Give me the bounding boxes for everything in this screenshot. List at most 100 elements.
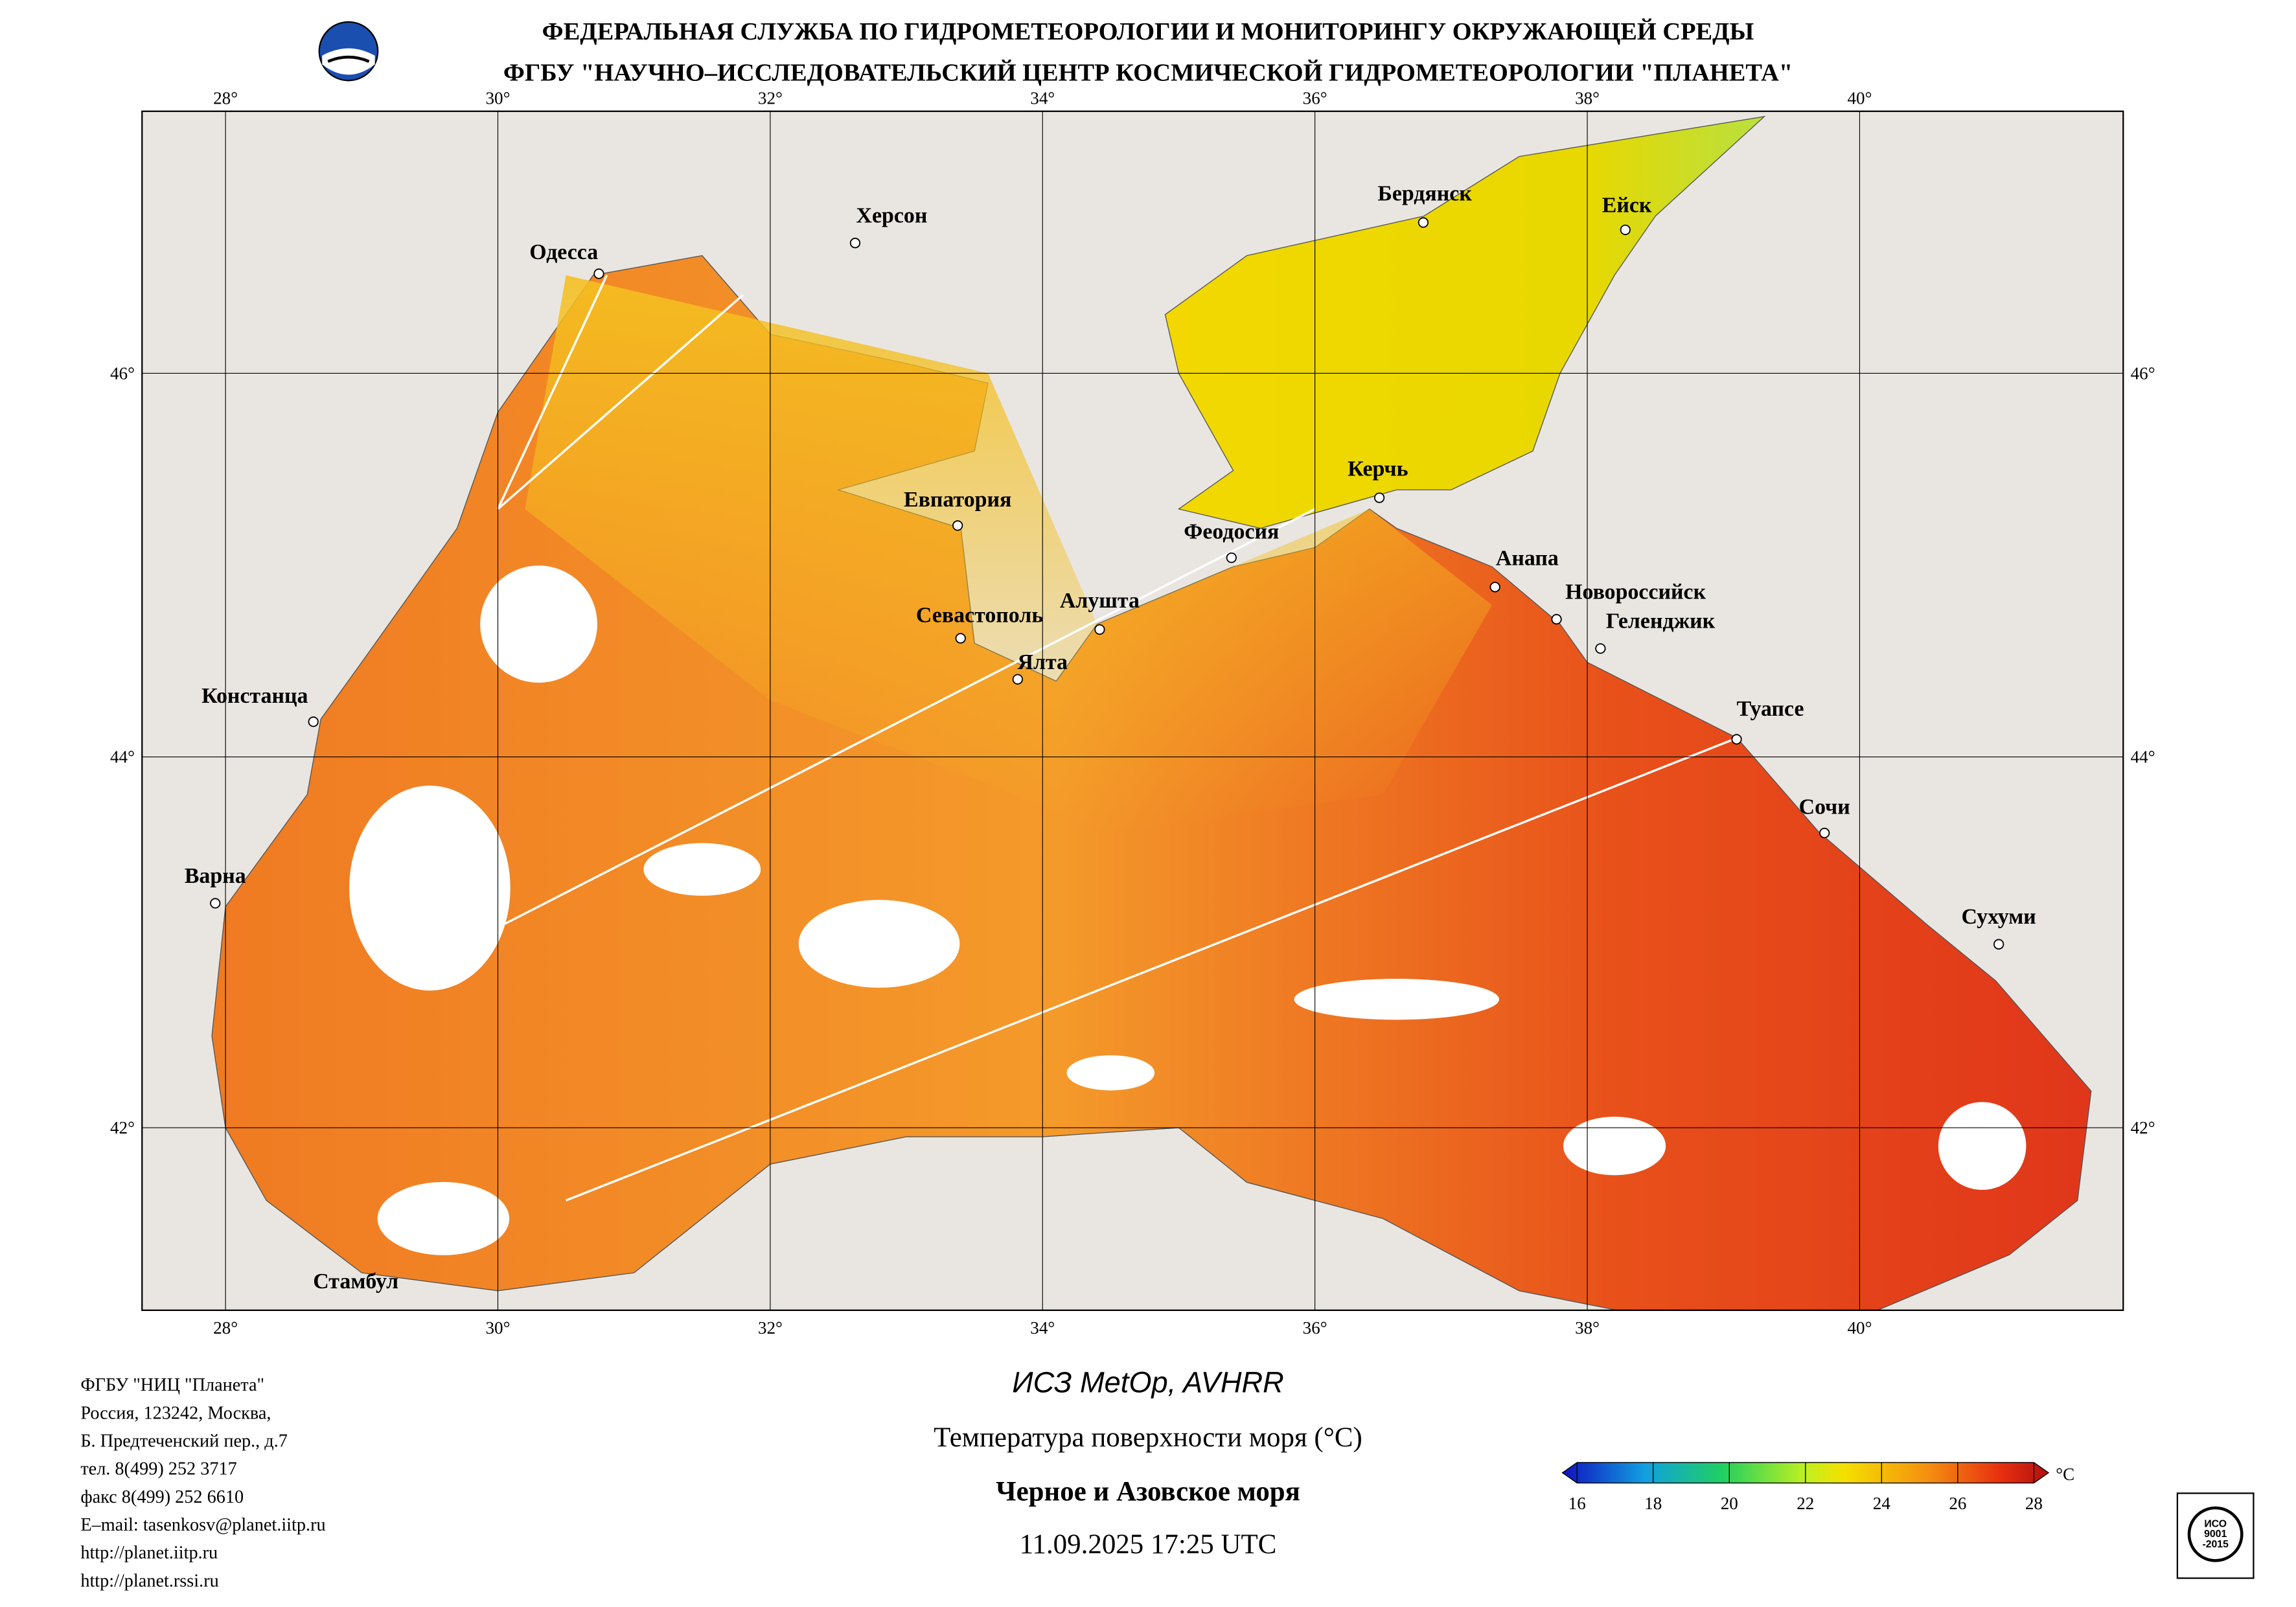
contact-line: Россия, 123242, Москва, — [80, 1403, 271, 1423]
swath-seam — [496, 275, 608, 510]
cloud — [798, 900, 960, 988]
contact-line: http://planet.iitp.ru — [80, 1543, 218, 1563]
city-label: Геленджик — [1606, 610, 1716, 633]
contact-line: http://planet.rssi.ru — [80, 1571, 218, 1591]
lat-label: 42° — [110, 1118, 135, 1137]
city-dot — [1226, 552, 1237, 564]
city-dot — [1418, 217, 1429, 228]
colorbar-unit: °C — [2056, 1465, 2074, 1484]
city-dot — [955, 633, 966, 644]
badge-text: -2015 — [2202, 1539, 2229, 1550]
region: Черное и Азовское моря — [996, 1477, 1300, 1507]
city-dot — [1373, 492, 1385, 503]
lon-label: 34° — [1030, 1318, 1055, 1338]
city-label: Констанца — [201, 684, 308, 708]
header-line: ФЕДЕРАЛЬНАЯ СЛУЖБА ПО ГИДРОМЕТЕОРОЛОГИИ … — [542, 18, 1754, 45]
lon-label: 36° — [1303, 88, 1327, 108]
city-dot — [308, 716, 319, 727]
lat-label: 44° — [2131, 747, 2155, 767]
city-dot — [1731, 734, 1742, 745]
city-label: Варна — [185, 864, 246, 888]
contact-line: E–mail: tasenkosv@planet.iitp.ru — [80, 1515, 325, 1535]
lat-label: 46° — [110, 363, 135, 383]
city-dot — [1489, 582, 1500, 593]
city-label: Туапсе — [1737, 697, 1804, 721]
swath-seam — [497, 294, 744, 510]
colorbar-label: 20 — [1721, 1494, 1738, 1513]
city-label: Феодосия — [1184, 520, 1279, 544]
city-label: Херсон — [856, 204, 928, 228]
badge-text: 9001 — [2204, 1529, 2227, 1540]
lon-label: 30° — [486, 1318, 511, 1338]
contact-line: тел. 8(499) 252 3717 — [80, 1459, 236, 1479]
city-label: Бердянск — [1377, 182, 1472, 206]
city-label: Анапа — [1496, 546, 1559, 570]
cloud — [377, 1181, 510, 1255]
datetime: 11.09.2025 17:25 UTC — [1020, 1529, 1277, 1560]
certificate-badge — [2176, 1492, 2255, 1579]
footer: ИСЗ MetOp, AVHRR Температура поверхности… — [80, 1365, 2255, 1591]
colorbar-label: 16 — [1568, 1494, 1586, 1513]
contact-line: факс 8(499) 252 6610 — [80, 1487, 244, 1507]
logo — [318, 21, 379, 82]
lon-label: 40° — [1847, 1318, 1872, 1338]
cloud — [1294, 979, 1499, 1020]
city-dot — [1551, 613, 1562, 625]
city-label: Алушта — [1060, 589, 1140, 613]
map-frame — [141, 110, 2124, 1311]
contact-line: ФГБУ "НИЦ "Планета" — [80, 1375, 264, 1395]
colorbar-label: 28 — [2025, 1494, 2043, 1513]
map — [142, 111, 2124, 1310]
cloud — [349, 785, 511, 991]
city-label: Севастополь — [916, 604, 1043, 628]
lat-label: 44° — [110, 747, 135, 767]
city-label: Керчь — [1348, 457, 1408, 481]
cloud — [480, 565, 597, 683]
lon-label: 40° — [1847, 88, 1872, 108]
city-label: Евпатория — [904, 488, 1011, 512]
city-label: Ейск — [1602, 194, 1652, 218]
lon-label: 32° — [758, 88, 783, 108]
lon-label: 38° — [1575, 88, 1600, 108]
lon-label: 34° — [1030, 88, 1055, 108]
swath-seam — [429, 508, 1316, 964]
city-dot — [1094, 624, 1105, 635]
lon-label: 36° — [1303, 1318, 1327, 1338]
city-dot — [593, 268, 604, 279]
city-dot — [1993, 939, 2004, 950]
city-label: Одесса — [529, 240, 598, 264]
swath-seam — [565, 736, 1738, 1202]
warm-north — [525, 275, 1492, 832]
lat-label: 42° — [2131, 1118, 2155, 1137]
cloud — [1938, 1102, 2026, 1190]
colorbar-label: 18 — [1644, 1494, 1662, 1513]
city-dot — [952, 520, 963, 531]
lat-label: 46° — [2131, 363, 2155, 383]
lon-label: 32° — [758, 1318, 783, 1338]
cloud — [643, 843, 761, 896]
city-label: Стамбул — [313, 1270, 398, 1294]
city-dot — [1620, 224, 1631, 235]
city-label: Новороссийск — [1565, 580, 1706, 604]
city-dot — [849, 238, 861, 249]
cloud — [1066, 1055, 1155, 1091]
badge-text: ИСО — [2204, 1518, 2227, 1529]
colorbar-label: 24 — [1873, 1494, 1891, 1513]
city-label: Сухуми — [1961, 905, 2036, 929]
lon-label: 30° — [486, 88, 511, 108]
cloud — [1563, 1116, 1666, 1176]
city-dot — [1819, 827, 1830, 839]
lon-label: 38° — [1575, 1318, 1600, 1338]
contact-line: Б. Предтеченский пер., д.7 — [80, 1431, 288, 1452]
city-dot — [1012, 674, 1023, 685]
colorbar-label: 26 — [1949, 1494, 1966, 1513]
header-line: ФГБУ "НАУЧНО–ИССЛЕДОВАТЕЛЬСКИЙ ЦЕНТР КОС… — [503, 59, 1793, 86]
satellite: ИСЗ MetOp, AVHRR — [1012, 1365, 1283, 1398]
city-dot — [210, 898, 221, 909]
city-label: Ялта — [1018, 650, 1068, 674]
product: Температура поверхности моря (°C) — [934, 1422, 1362, 1453]
lon-label: 28° — [213, 88, 238, 108]
lon-label: 28° — [213, 1318, 238, 1338]
city-dot — [1595, 643, 1606, 654]
